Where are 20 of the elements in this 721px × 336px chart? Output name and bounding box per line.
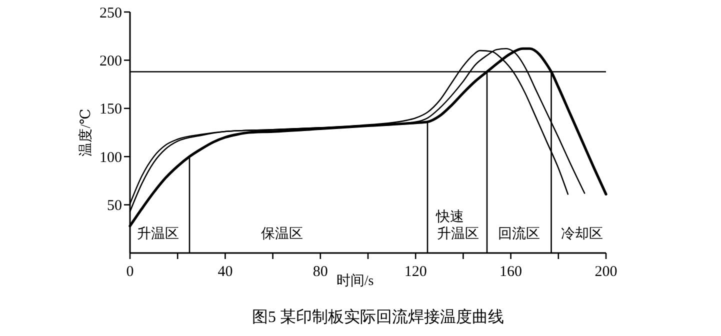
y-tick-label: 200 xyxy=(100,53,122,70)
x-axis-title: 时间/s xyxy=(336,273,374,289)
x-tick-label: 120 xyxy=(404,264,427,280)
x-tick-label: 160 xyxy=(500,264,522,280)
annotation: 升温区 xyxy=(437,226,479,242)
annotation: 冷却区 xyxy=(561,226,603,242)
x-tick-label: 200 xyxy=(594,264,618,280)
y-tick-label: 100 xyxy=(100,150,122,166)
y-tick-label: 50 xyxy=(107,198,122,214)
y-tick-label: 150 xyxy=(100,102,122,118)
annotation: 快速 xyxy=(435,208,464,225)
annotation: 保温区 xyxy=(261,226,303,242)
x-tick-label: 0 xyxy=(126,264,134,280)
annotation: 回流区 xyxy=(498,226,540,242)
text: 图5 某印制板实际回流焊接温度曲线 xyxy=(252,308,504,326)
x-tick-label: 40 xyxy=(218,264,233,280)
y-axis-title: 温度/℃ xyxy=(78,108,94,156)
y-tick-label: 250 xyxy=(100,5,122,22)
x-tick-label: 80 xyxy=(312,264,328,280)
annotation: 升温区 xyxy=(137,226,179,242)
